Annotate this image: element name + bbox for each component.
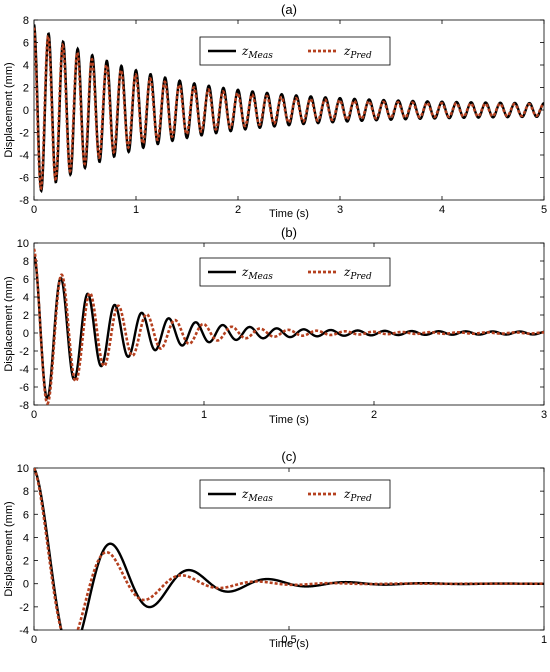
x-tick-label: 0 [31,634,37,646]
x-axis-label: Time (s) [269,208,309,220]
y-tick-label: 0 [23,328,29,340]
legend-sub-z-meas: Meas [247,494,273,504]
y-tick-label: -8 [19,195,29,207]
legend: zMeas zPred [199,36,391,66]
x-tick-label: 1 [201,409,207,421]
legend: zMeas zPred [199,479,391,509]
x-tick-label: 0 [31,204,37,216]
chart-panel-3: (c) 0 0.5 1 -4 -2 0 2 4 6 8 10 Time (s) Displacement … [3,449,547,650]
legend-sub-z-pred: Pred [349,51,372,61]
legend-box [199,36,391,66]
x-tick-label: 4 [439,204,445,216]
y-axis-label: Displacement (mm) [3,501,15,596]
legend-sub-z-pred: Pred [349,272,372,282]
y-tick-label: 4 [23,60,29,72]
y-tick-label: 8 [23,486,29,498]
y-tick-label: 4 [23,532,29,544]
x-axis-label: Time (s) [269,638,309,650]
y-tick-label: -4 [19,625,29,637]
panel-title: (c) [281,449,296,464]
y-tick-label: -8 [19,400,29,412]
legend-sub-z-pred: Pred [349,494,372,504]
y-tick-label: 8 [23,15,29,27]
x-tick-label: 2 [235,204,241,216]
chart-panel-2: (b) 0 1 2 3 -8 -6 -4 -2 0 2 4 6 8 10 Time (s) Displaceme… [3,225,547,426]
y-axis-label: Displacement (mm) [3,276,15,371]
series-line-z-pred [34,248,544,405]
legend-sub-z-meas: Meas [247,272,273,282]
panel-title: (b) [281,225,297,240]
y-tick-label: 6 [23,509,29,521]
y-tick-label: 0 [23,105,29,117]
y-tick-label: -4 [19,364,29,376]
x-tick-label: 3 [541,409,547,421]
series-line-z-meas [34,468,544,630]
panel-title: (a) [281,2,297,17]
y-tick-label: -2 [19,128,29,140]
x-tick-label: 5 [541,204,547,216]
y-axis-label: Displacement (mm) [3,62,15,157]
x-tick-label: 0 [31,409,37,421]
y-tick-label: 10 [17,238,29,250]
y-tick-label: -2 [19,346,29,358]
y-tick-label: -2 [19,602,29,614]
y-tick-label: 10 [17,463,29,475]
y-tick-label: 2 [23,310,29,322]
y-tick-label: 6 [23,38,29,50]
y-tick-label: 8 [23,256,29,268]
y-tick-label: 4 [23,292,29,304]
y-tick-label: 2 [23,83,29,95]
x-tick-label: 3 [337,204,343,216]
x-axis-label: Time (s) [269,414,309,426]
chart-panel-1: (a) 0 1 2 3 4 5 -8 -6 -4 -2 0 2 4 6 8 Time (s) Displaceme… [3,2,547,220]
x-tick-label: 1 [541,634,547,646]
y-tick-label: 6 [23,274,29,286]
y-tick-label: -4 [19,150,29,162]
x-tick-label: 2 [371,409,377,421]
y-tick-label: 0 [23,579,29,591]
y-tick-label: -6 [19,173,29,185]
y-tick-label: -6 [19,382,29,394]
legend-sub-z-meas: Meas [247,51,273,61]
y-tick-label: 2 [23,556,29,568]
x-tick-label: 1 [133,204,139,216]
legend: zMeas zPred [199,257,391,287]
x-tick-label: 0.5 [281,634,296,646]
